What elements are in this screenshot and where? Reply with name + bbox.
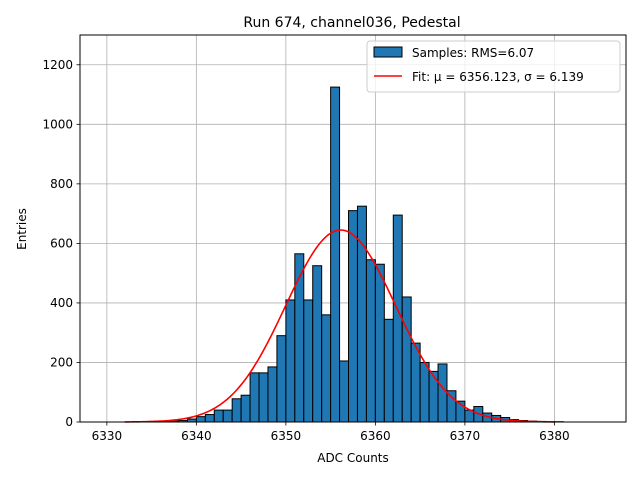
x-tick-label: 6350 — [271, 429, 302, 443]
histogram-bar — [240, 394, 251, 423]
plot-frame — [79, 34, 627, 423]
legend-swatch-samples — [373, 46, 403, 58]
legend-box — [366, 40, 621, 93]
x-axis-label: ADC Counts — [317, 451, 389, 465]
histogram-bar — [321, 314, 332, 423]
legend-label-fit: Fit: μ = 6356.123, σ = 6.139 — [412, 70, 584, 84]
histogram-bar — [348, 210, 358, 423]
histogram-bar — [330, 86, 341, 423]
x-tick-label: 6380 — [539, 429, 570, 443]
y-tick-label: 1000 — [42, 117, 73, 131]
histogram-bar — [249, 372, 260, 423]
histogram-bar — [446, 390, 457, 423]
histogram-bar — [356, 205, 367, 423]
y-tick-label: 1200 — [42, 58, 73, 72]
y-tick-label: 800 — [50, 177, 73, 191]
histogram-bar — [276, 335, 287, 423]
legend-label-samples: Samples: RMS=6.07 — [412, 46, 534, 60]
histogram-bar — [383, 318, 394, 423]
histogram-bars — [142, 86, 564, 423]
y-tick-label: 400 — [50, 296, 73, 310]
histogram-bar — [339, 360, 350, 423]
histogram-bar — [303, 299, 314, 423]
y-axis-label: Entries — [15, 208, 29, 250]
x-tick-label: 6370 — [450, 429, 481, 443]
fit-curve — [124, 229, 555, 423]
histogram-bar — [374, 263, 385, 423]
x-tick-label: 6330 — [92, 429, 123, 443]
y-tick-label: 600 — [50, 236, 73, 250]
x-tick-label: 6360 — [360, 429, 391, 443]
histogram-bar — [410, 342, 421, 423]
histogram-bar — [222, 409, 233, 423]
histogram-bar — [392, 214, 403, 423]
histogram-bar — [195, 416, 206, 423]
histogram-bar — [401, 296, 412, 423]
histogram-bar — [437, 363, 448, 423]
histogram-bar — [312, 265, 323, 423]
histogram-bar — [258, 372, 269, 423]
chart-title: Run 674, channel036, Pedestal — [243, 15, 460, 31]
y-tick-label: 200 — [50, 355, 73, 369]
histogram-bar — [231, 398, 242, 423]
legend: Samples: RMS=6.07 Fit: μ = 6356.123, σ =… — [366, 40, 621, 93]
axis-ticks: 6330 6340 6350 6360 6370 6380 0 200 400 600 800 100… — [42, 58, 569, 443]
histogram-bar — [267, 366, 278, 423]
fit-curve-layer — [124, 229, 555, 423]
histogram-bar — [419, 361, 430, 423]
x-tick-label: 6340 — [181, 429, 212, 443]
y-tick-label: 0 — [65, 415, 73, 429]
histogram-bar — [213, 409, 224, 423]
histogram-bar — [204, 414, 215, 423]
histogram-bar — [365, 259, 376, 423]
histogram-bar — [285, 299, 296, 423]
